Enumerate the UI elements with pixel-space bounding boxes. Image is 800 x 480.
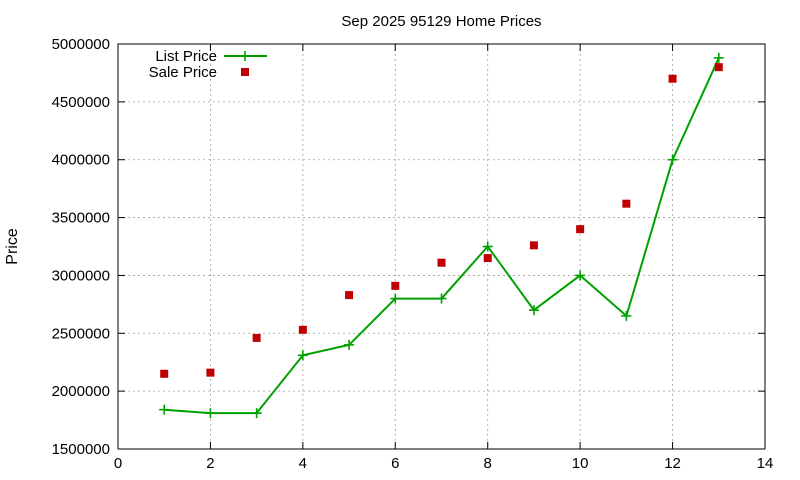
list-price-point [205, 408, 216, 419]
sale-price-point [345, 291, 354, 300]
legend-item-0: List Price [155, 48, 267, 65]
sale-price-point [298, 325, 307, 334]
sale-price-point [206, 368, 215, 377]
list-price-point [297, 350, 308, 361]
x-tick-label: 0 [114, 455, 122, 472]
x-tick-label: 2 [206, 455, 214, 472]
list-price-point [251, 408, 262, 419]
list-price-point [344, 339, 355, 350]
x-tick-label: 12 [664, 455, 681, 472]
sale-price-point [714, 63, 723, 72]
list-price-point [667, 154, 678, 165]
y-axis-label: Price [4, 228, 21, 265]
y-tick-label: 2000000 [52, 383, 110, 400]
list-price-point [436, 293, 447, 304]
list-price-line [164, 57, 720, 415]
chart-title: Sep 2025 95129 Home Prices [341, 13, 541, 30]
legend-label: List Price [155, 48, 217, 65]
x-tick-label: 10 [572, 455, 589, 472]
legend-label: Sale Price [149, 64, 217, 81]
series-0 [159, 52, 724, 419]
list-price-point [482, 241, 493, 252]
list-price-point [159, 404, 170, 415]
legend-square-marker [241, 68, 249, 76]
sale-price-point [529, 241, 538, 250]
sale-price-point [391, 281, 400, 290]
sale-price-point [622, 199, 631, 208]
plot-frame [117, 43, 766, 450]
y-tick-label: 4500000 [52, 94, 110, 111]
legend-plus-marker [240, 51, 250, 61]
sale-price-point [483, 254, 492, 263]
axis-ticks: 0 2 4 6 8 10 12 14 1500000 2000000 2500000 3000000 3… [52, 36, 774, 472]
list-price-point [390, 293, 401, 304]
sale-price-point [160, 369, 169, 378]
y-tick-label: 3000000 [52, 267, 110, 284]
grid-lines [118, 44, 765, 449]
sale-price-point [576, 225, 585, 234]
y-tick-label: 3500000 [52, 210, 110, 227]
x-tick-label: 14 [757, 455, 774, 472]
sale-price-point [437, 258, 446, 267]
y-tick-label: 2500000 [52, 325, 110, 342]
list-price-point [713, 52, 724, 63]
sale-price-point [668, 74, 677, 83]
x-tick-label: 6 [391, 455, 399, 472]
list-price-point [528, 305, 539, 316]
series-layer [159, 52, 724, 419]
y-tick-label: 1500000 [52, 441, 110, 458]
series-1 [160, 63, 723, 378]
sale-price-point [252, 333, 261, 342]
y-tick-label: 5000000 [52, 36, 110, 53]
legend-item-1: Sale Price [149, 64, 249, 81]
x-tick-label: 8 [484, 455, 492, 472]
y-tick-label: 4000000 [52, 152, 110, 169]
list-price-point [575, 270, 586, 281]
list-price-point [621, 310, 632, 321]
x-tick-label: 4 [299, 455, 307, 472]
